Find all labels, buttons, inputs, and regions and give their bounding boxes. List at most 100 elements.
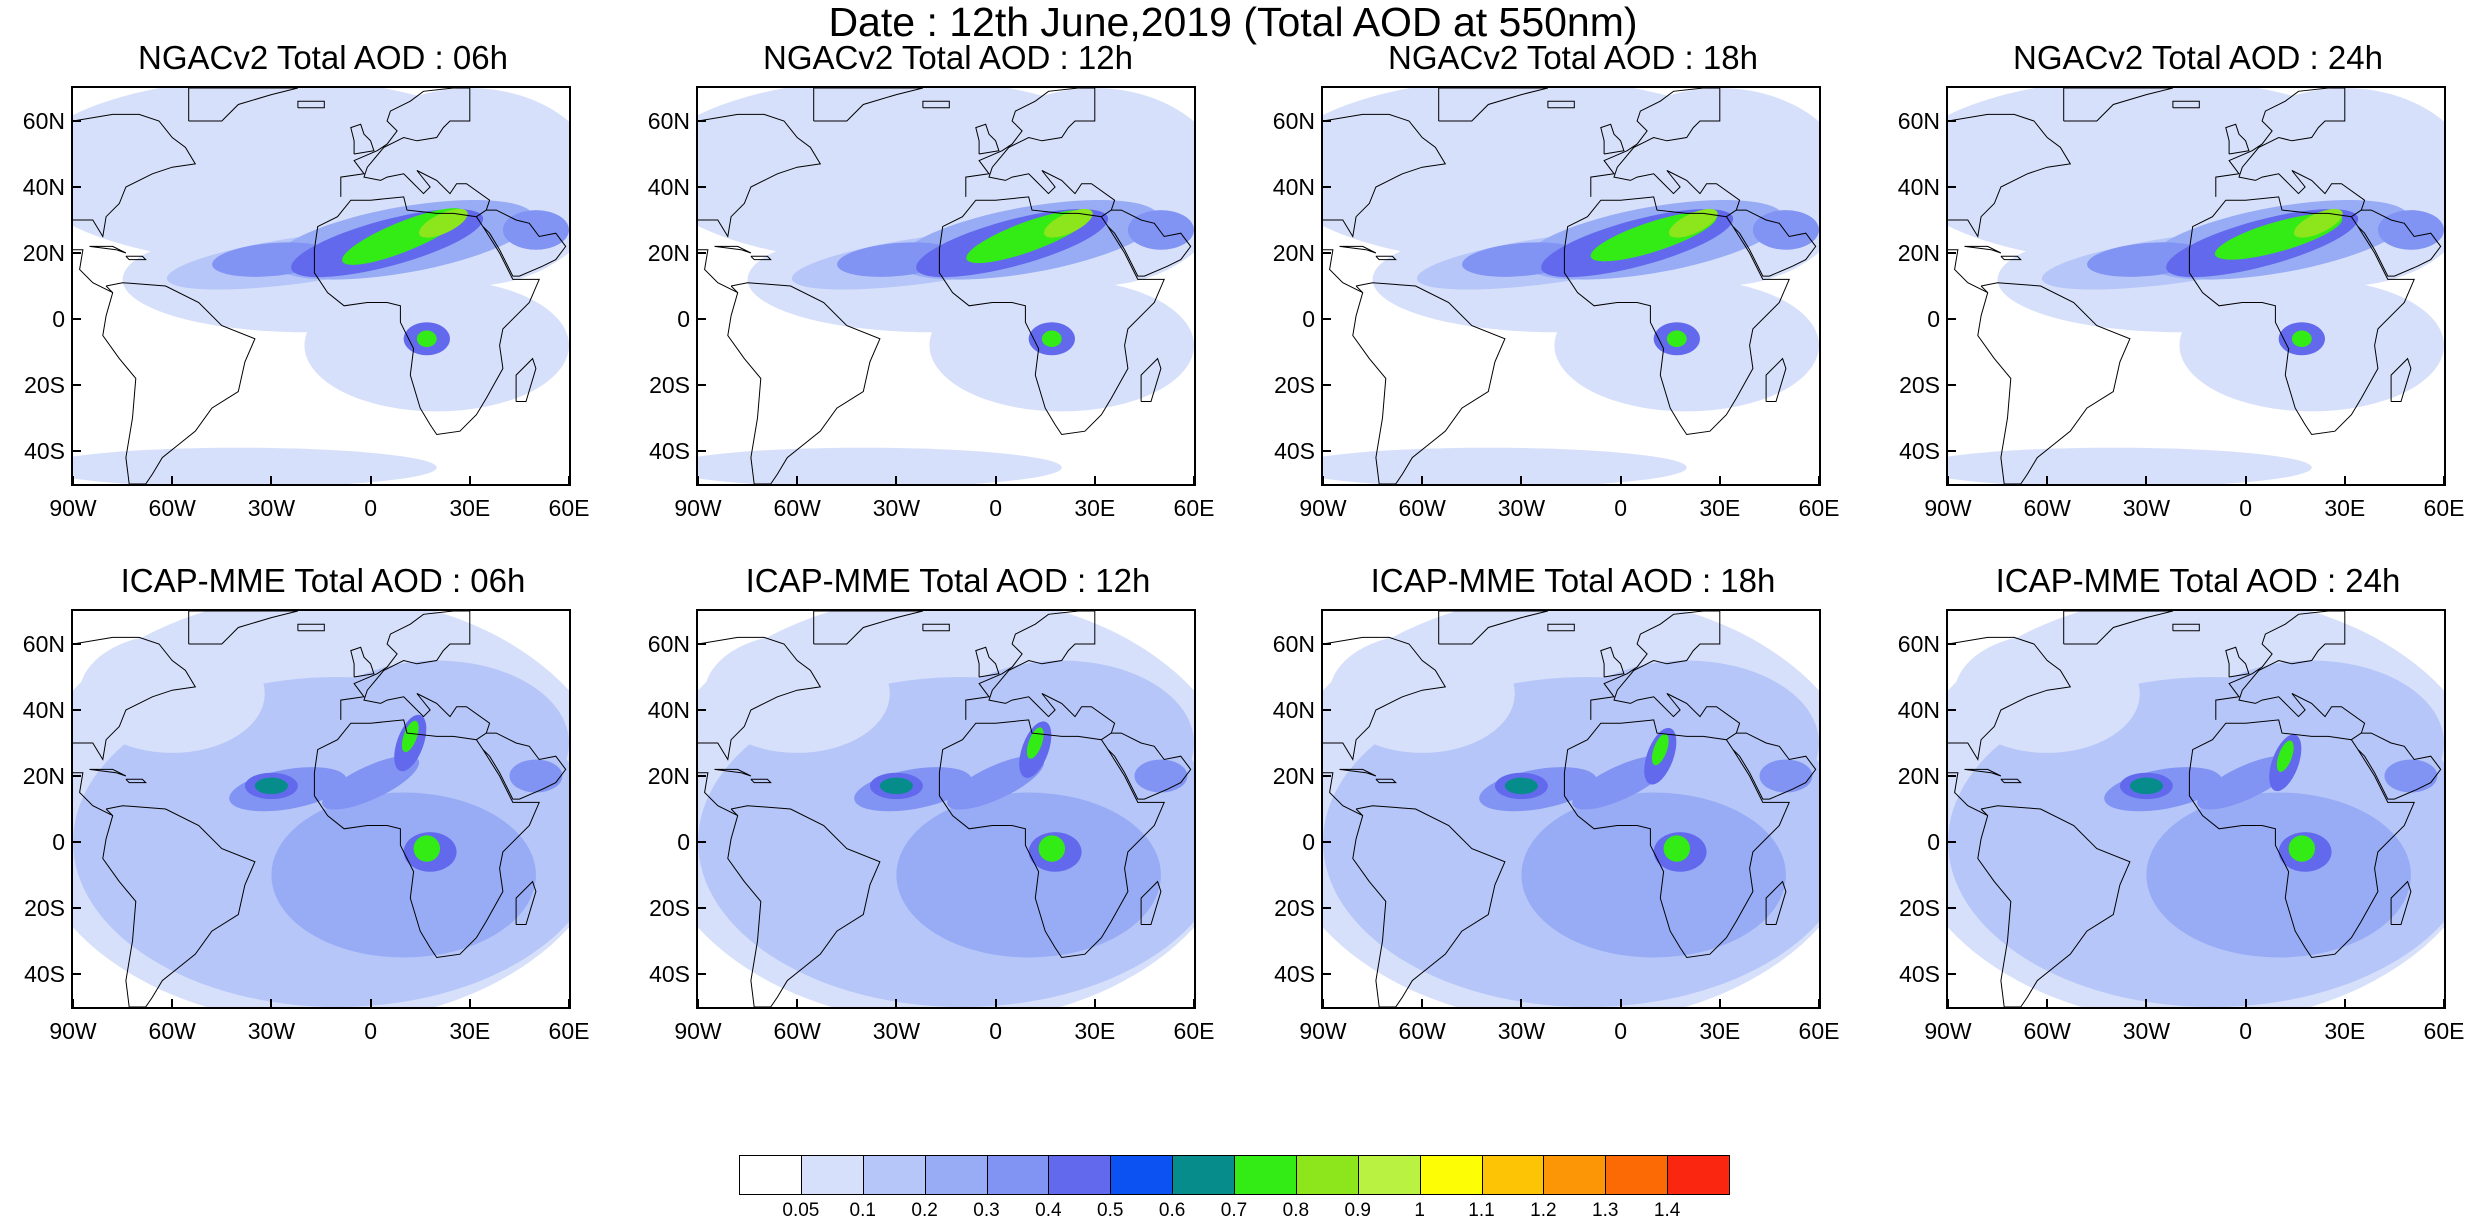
aod-field (698, 88, 1194, 484)
lon-tick-label: 0 (1614, 495, 1627, 521)
panel-title: NGACv2 Total AOD : 12h (763, 39, 1133, 76)
lat-tick-label: 40S (649, 438, 690, 464)
lat-tick-mark (73, 186, 81, 188)
lat-tick-mark (1323, 643, 1331, 645)
colorbar-tick-label: 0.9 (1344, 1200, 1371, 1221)
lon-tick-label: 30E (1074, 1018, 1116, 1044)
colorbar-tick-label: 0.05 (782, 1200, 820, 1221)
lat-tick-label: 60N (1272, 108, 1315, 134)
lat-tick-label: 20S (1274, 895, 1315, 921)
lon-tick-mark (1322, 476, 1324, 484)
lon-tick-label: 30W (247, 1018, 296, 1044)
lon-tick-label: 90W (1924, 1018, 1972, 1044)
lon-tick-mark (270, 476, 273, 484)
lat-tick-mark (1948, 709, 1956, 711)
lon-tick-label: 60W (2023, 1018, 2071, 1044)
lat-tick-label: 60N (1897, 108, 1940, 134)
lon-tick-label: 30E (449, 495, 491, 521)
lon-tick-mark (1421, 999, 1424, 1007)
lat-tick-label: 20N (1897, 240, 1940, 266)
lon-tick-mark (72, 999, 74, 1007)
lat-tick-label: 0 (1302, 829, 1315, 855)
aod-map (1321, 86, 1821, 486)
panel-title: NGACv2 Total AOD : 18h (1388, 39, 1758, 76)
lon-tick-label: 90W (674, 1018, 722, 1044)
lat-tick-mark (1323, 841, 1331, 843)
lon-tick-mark (1718, 999, 1721, 1007)
colorbar-tick-label: 1.2 (1530, 1200, 1557, 1221)
lon-tick-label: 0 (364, 495, 377, 521)
lat-tick-mark (73, 252, 81, 254)
lon-tick-label: 30W (2122, 495, 2171, 521)
lon-tick-mark (369, 476, 372, 484)
lon-tick-mark (1193, 476, 1195, 484)
lon-tick-mark (1520, 999, 1523, 1007)
lat-tick-mark (1948, 907, 1956, 909)
lon-tick-mark (895, 999, 898, 1007)
aod-field (1323, 611, 1819, 1007)
lon-tick-label: 0 (2239, 1018, 2252, 1044)
lon-tick-label: 30E (1699, 1018, 1741, 1044)
lat-tick-label: 40N (647, 697, 690, 723)
lat-tick-mark (1948, 450, 1956, 452)
lon-tick-mark (796, 999, 799, 1007)
colorbar-tick-label: 0.1 (849, 1200, 876, 1221)
lat-tick-label: 20N (1272, 763, 1315, 789)
lat-tick-label: 20N (647, 240, 690, 266)
lat-tick-mark (1323, 120, 1331, 122)
lat-tick-mark (73, 709, 81, 711)
colorbar-swatch (1543, 1155, 1607, 1195)
colorbar-swatch (1605, 1155, 1669, 1195)
map-panel: ICAP-MME Total AOD : 24h 60N 40N 20N 0 20S 40S… (1898, 561, 2466, 1155)
lat-tick-label: 0 (1302, 306, 1315, 332)
lat-tick-label: 0 (1927, 306, 1940, 332)
aod-colorbar (739, 1155, 1730, 1195)
lon-tick-label: 60E (548, 1018, 590, 1044)
lon-tick-label: 30W (1497, 495, 1546, 521)
aod-map (696, 609, 1196, 1009)
lat-tick-mark (698, 775, 706, 777)
lon-tick-label: 30E (2324, 1018, 2366, 1044)
lat-tick-label: 60N (22, 108, 65, 134)
colorbar-swatch (1234, 1155, 1297, 1195)
lon-tick-label: 60E (1798, 495, 1840, 521)
lon-tick-label: 30E (449, 1018, 491, 1044)
lat-tick-label: 60N (1272, 631, 1315, 657)
lon-tick-mark (994, 476, 997, 484)
lon-tick-mark (796, 476, 799, 484)
aod-field (1323, 88, 1819, 484)
lon-tick-label: 90W (49, 1018, 97, 1044)
lon-tick-label: 90W (49, 495, 97, 521)
aod-map (1321, 609, 1821, 1009)
lat-tick-mark (1323, 450, 1331, 452)
lon-tick-mark (2046, 476, 2049, 484)
lat-tick-label: 20N (1897, 763, 1940, 789)
lat-tick-label: 40S (1899, 438, 1940, 464)
lat-tick-label: 20N (22, 763, 65, 789)
lon-tick-mark (2244, 476, 2247, 484)
lon-tick-mark (1322, 999, 1324, 1007)
colorbar-tick-label: 0.6 (1158, 1200, 1186, 1221)
aod-map (71, 86, 571, 486)
lat-tick-mark (698, 384, 706, 386)
lat-tick-label: 40S (1274, 961, 1315, 987)
lon-tick-mark (1818, 999, 1820, 1007)
lat-tick-label: 40N (22, 174, 65, 200)
lon-tick-label: 30W (872, 495, 921, 521)
lon-tick-label: 60E (1798, 1018, 1840, 1044)
colorbar-tick-label: 1.1 (1468, 1200, 1495, 1221)
lat-tick-label: 40N (1272, 697, 1315, 723)
lat-tick-mark (698, 643, 706, 645)
lon-tick-mark (1619, 476, 1622, 484)
panel-title: NGACv2 Total AOD : 24h (2013, 39, 2383, 76)
lat-tick-label: 0 (677, 829, 690, 855)
colorbar-swatch (1667, 1155, 1730, 1195)
lon-tick-mark (1093, 999, 1096, 1007)
lat-tick-mark (1323, 186, 1331, 188)
lat-tick-mark (1948, 186, 1956, 188)
lat-tick-label: 40S (1274, 438, 1315, 464)
lon-tick-mark (1818, 476, 1820, 484)
lon-tick-label: 30W (872, 1018, 921, 1044)
colorbar-swatch (862, 1155, 926, 1195)
lat-tick-mark (698, 907, 706, 909)
